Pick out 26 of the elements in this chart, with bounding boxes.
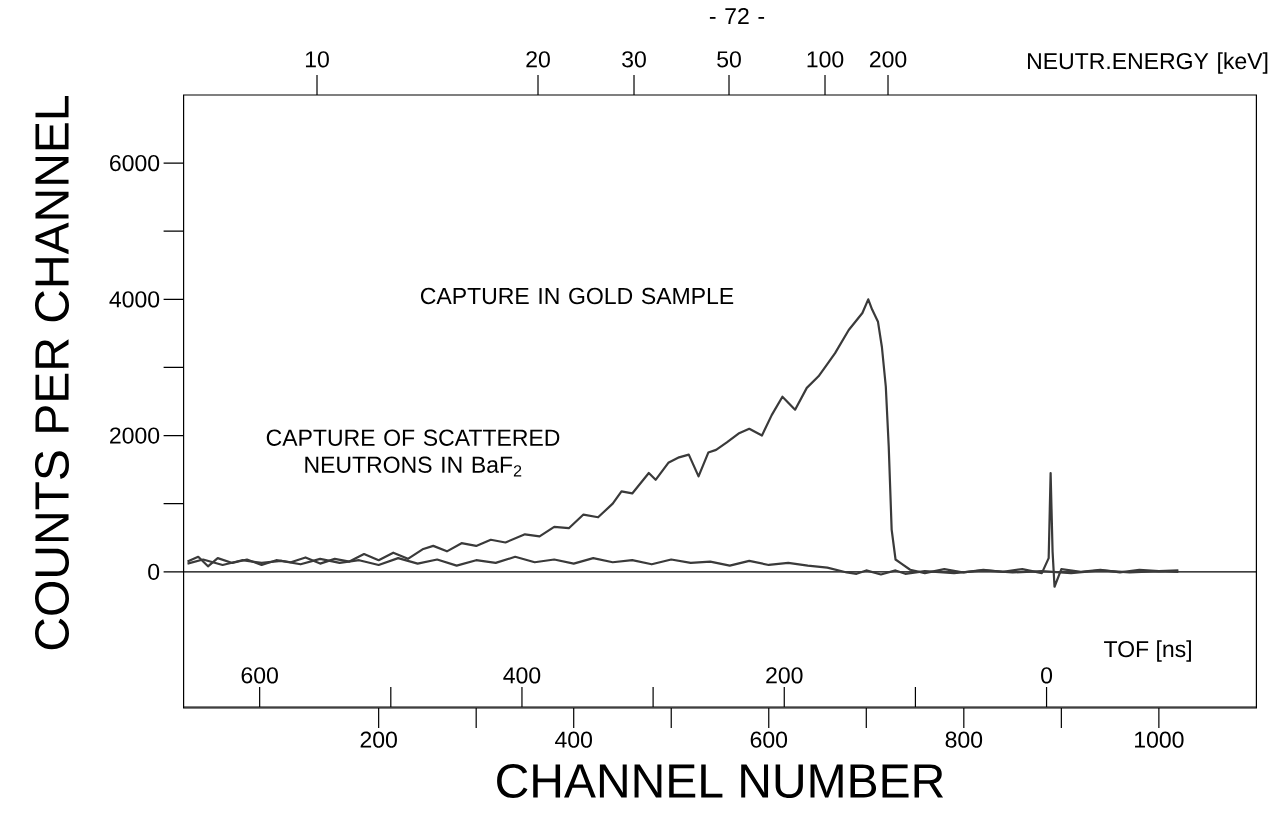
text: 10 <box>305 51 329 68</box>
y-tick-label: 4000 <box>109 291 160 308</box>
x2-tick-label: 0 <box>1041 667 1053 684</box>
x-tick-label: 600 <box>750 731 788 748</box>
y-tick-label: 0 <box>148 563 160 580</box>
x2-tick-label: 600 <box>241 667 278 684</box>
x-axis-title: CHANNEL NUMBER <box>497 764 944 798</box>
x-tick-label: 1000 <box>1135 731 1184 748</box>
x2-axis-title: TOF [ns] <box>1104 640 1191 662</box>
text: NEUTR.ENERGY [keV] <box>1028 52 1268 74</box>
y-tick-label: 6000 <box>110 154 160 172</box>
x-tick-label: 800 <box>945 731 983 748</box>
y-axis-title: COUNTS PER CHANNEL <box>35 95 69 650</box>
y-tick-label: 2000 <box>110 427 160 444</box>
text: 100 <box>807 51 844 68</box>
x-tick-label: 400 <box>555 731 592 748</box>
text: 20 <box>526 51 550 68</box>
x2-tick-label: 400 <box>503 667 541 684</box>
text: 50 <box>717 51 741 68</box>
x-tick-label: 200 <box>360 731 397 748</box>
annotation: CAPTURE OF SCATTERED NEUTRONS IN BaF$_{2}$ <box>266 429 560 477</box>
text: 30 <box>622 51 646 68</box>
x2-tick-label: 200 <box>766 667 803 684</box>
annotation: CAPTURE IN GOLD SAMPLE <box>420 287 734 305</box>
text: 200 <box>869 51 907 68</box>
text: - 72 - <box>709 7 765 25</box>
